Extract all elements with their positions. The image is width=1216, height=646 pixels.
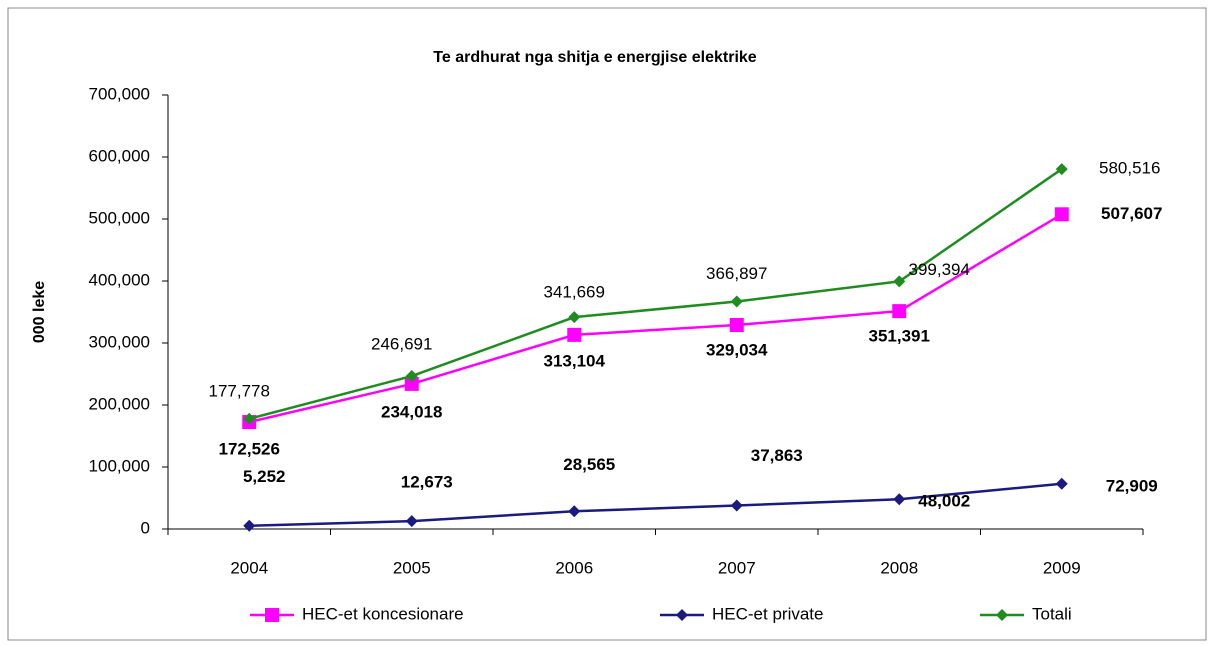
data-point <box>730 295 743 308</box>
data-label: 72,909 <box>1106 476 1158 495</box>
data-point <box>730 499 743 512</box>
y-tick-label: 200,000 <box>89 394 150 413</box>
series-line <box>248 213 1063 424</box>
x-tick-label: 2009 <box>1043 558 1081 577</box>
legend-label: HEC-et private <box>712 604 823 623</box>
data-point <box>893 493 906 506</box>
y-tick-label: 500,000 <box>89 208 150 227</box>
data-label: 12,673 <box>401 473 453 492</box>
data-point <box>404 376 419 391</box>
x-tick-label: 2006 <box>555 558 593 577</box>
y-tick-label: 0 <box>141 518 150 537</box>
data-label: 341,669 <box>544 283 605 302</box>
data-label: 48,002 <box>918 492 970 511</box>
legend-marker <box>265 608 279 622</box>
data-label: 37,863 <box>751 446 803 465</box>
data-label: 5,252 <box>243 467 286 486</box>
legend-marker <box>676 609 688 621</box>
chart-frame <box>7 7 1207 641</box>
legend-label: Totali <box>1032 604 1072 623</box>
data-label: 177,778 <box>209 381 270 400</box>
x-tick-label: 2008 <box>880 558 918 577</box>
x-tick-label: 2005 <box>393 558 431 577</box>
data-label: 507,607 <box>1101 204 1162 223</box>
data-point <box>243 519 256 532</box>
y-tick-label: 100,000 <box>89 456 150 475</box>
data-label: 351,391 <box>869 327 930 346</box>
series-line <box>249 482 1062 527</box>
data-point <box>243 412 256 425</box>
data-label: 246,691 <box>371 335 432 354</box>
legend-marker <box>996 609 1008 621</box>
data-point <box>1054 207 1069 222</box>
x-tick-label: 2004 <box>230 558 268 577</box>
data-point <box>893 275 906 288</box>
data-point <box>1055 477 1068 490</box>
series-line <box>248 168 1063 420</box>
legend-label: HEC-et koncesionare <box>302 604 464 623</box>
data-point <box>729 317 744 332</box>
data-label: 28,565 <box>563 455 615 474</box>
data-label: 329,034 <box>706 340 768 359</box>
data-point <box>405 370 418 383</box>
y-axis-label: 000 leke <box>31 281 48 343</box>
data-point <box>1055 163 1068 176</box>
data-point <box>892 304 907 319</box>
data-point <box>568 311 581 324</box>
data-label: 313,104 <box>544 351 606 370</box>
data-label: 234,018 <box>381 402 442 421</box>
data-label: 399,394 <box>909 260 970 279</box>
y-tick-label: 700,000 <box>89 84 150 103</box>
data-label: 172,526 <box>219 440 280 459</box>
data-point <box>567 327 582 342</box>
data-label: 580,516 <box>1099 159 1160 178</box>
x-tick-label: 2007 <box>718 558 756 577</box>
data-point <box>405 515 418 528</box>
y-tick-label: 300,000 <box>89 332 150 351</box>
y-tick-label: 400,000 <box>89 270 150 289</box>
chart-title: Te ardhurat nga shitja e energjise elekt… <box>433 49 756 66</box>
data-label: 366,897 <box>706 264 767 283</box>
data-point <box>568 505 581 518</box>
y-tick-label: 600,000 <box>89 146 150 165</box>
